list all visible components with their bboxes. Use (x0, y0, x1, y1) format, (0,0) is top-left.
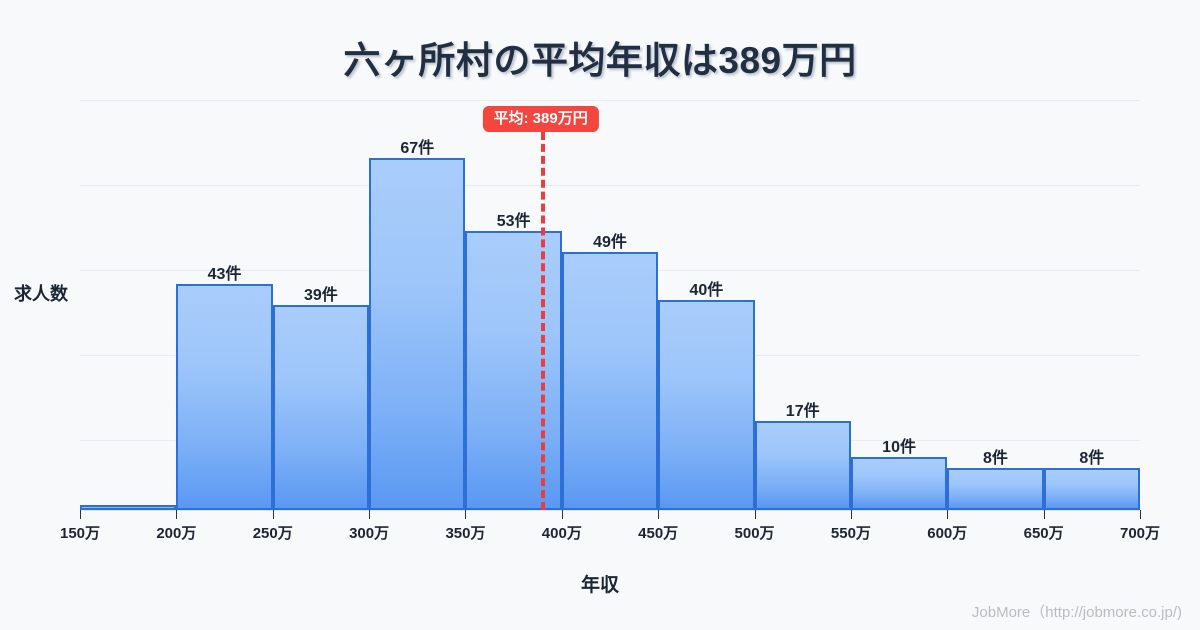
bar-value-label: 39件 (303, 287, 338, 304)
bar[interactable] (561, 252, 659, 510)
bar-value-label: 10件 (882, 439, 916, 457)
bar-value-label: 53件 (496, 213, 531, 231)
x-tick (272, 510, 274, 519)
chart-title: 六ヶ所村の平均年収は389万円 (343, 40, 857, 81)
x-tick (754, 510, 756, 519)
x-tick-label: 350万 (445, 525, 486, 542)
x-tick (658, 510, 660, 519)
bar[interactable] (754, 420, 851, 510)
x-tick (176, 510, 178, 519)
x-tick-label: 250万 (252, 525, 293, 542)
bar[interactable] (850, 457, 948, 510)
x-tick-label: 700万 (1119, 525, 1161, 542)
bar[interactable] (1043, 467, 1140, 510)
x-tick (1043, 510, 1045, 519)
gridline (80, 100, 1140, 101)
bar[interactable] (80, 504, 177, 510)
x-tick (369, 510, 371, 519)
x-tick (465, 510, 467, 519)
x-tick (850, 510, 852, 519)
x-tick-label: 200万 (156, 525, 197, 542)
average-badge: 平均: 389万円 (482, 106, 599, 132)
x-tick-label: 400万 (541, 525, 582, 542)
bar-value-label: 8件 (1079, 449, 1105, 467)
x-tick-label: 450万 (638, 525, 679, 542)
bar-value-label: 49件 (593, 234, 627, 252)
average-line (540, 132, 545, 510)
x-tick (1140, 510, 1141, 519)
gridline (80, 185, 1140, 186)
x-tick-label: 500万 (734, 525, 775, 542)
bar-value-label: 17件 (785, 402, 820, 420)
bar[interactable] (176, 283, 273, 510)
x-tick (561, 510, 563, 519)
bar-value-label: 40件 (689, 281, 724, 299)
bar-value-label: 43件 (207, 265, 242, 283)
bar-value-label: 8件 (982, 449, 1008, 467)
y-axis-title: 求人数 (14, 284, 68, 304)
bar[interactable] (465, 231, 562, 510)
x-tick (947, 510, 949, 519)
x-tick-label: 550万 (830, 525, 871, 542)
bar[interactable] (947, 467, 1044, 510)
x-tick-label: 600万 (927, 525, 968, 542)
bar[interactable] (658, 299, 755, 510)
watermark: JobMore（http://jobmore.co.jp/) (971, 604, 1182, 621)
x-axis-line (80, 510, 1140, 511)
bar-value-label: 67件 (400, 139, 435, 157)
bar[interactable] (369, 157, 466, 510)
x-tick (80, 510, 81, 519)
bar[interactable] (272, 305, 370, 510)
x-tick-label: 300万 (349, 525, 390, 542)
x-axis-title: 年収 (580, 575, 619, 596)
x-tick-label: 150万 (59, 525, 101, 542)
x-tick-label: 650万 (1023, 525, 1064, 542)
